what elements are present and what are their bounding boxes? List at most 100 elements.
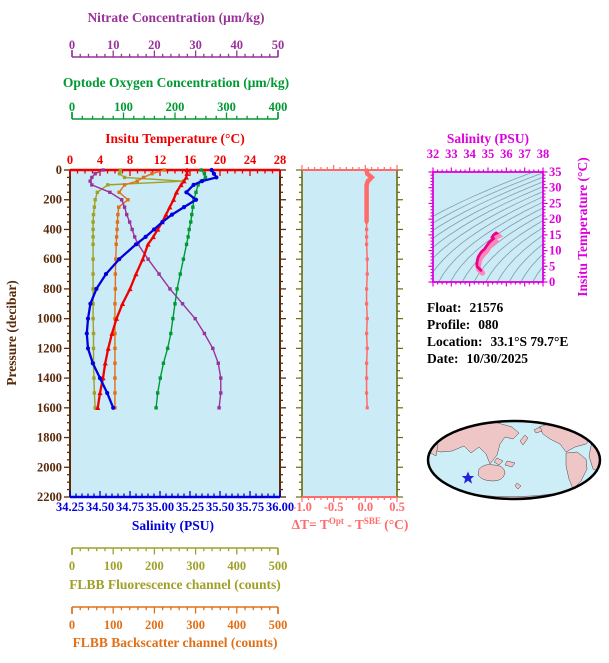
tick-label: 1400 (37, 371, 62, 385)
salinity-axis-title: Salinity (PSU) (132, 518, 214, 533)
tick-label: 0 (69, 100, 75, 114)
tick-label: 0 (67, 153, 73, 167)
tick-label: 40 (231, 38, 244, 52)
tick-label: 0 (69, 618, 75, 632)
tick-label: 5 (549, 259, 555, 273)
tick-label: 20 (214, 153, 227, 167)
tick-label: 400 (227, 618, 246, 632)
tick-label: 200 (166, 100, 185, 114)
tick-label: 16 (184, 153, 197, 167)
tick-label: 100 (114, 100, 133, 114)
isopycnal-contour (433, 172, 543, 224)
tick-label: 100 (104, 618, 123, 632)
tick-label: 0 (56, 163, 62, 177)
info-date: Date: 10/30/2025 (427, 351, 528, 366)
info-profile: Profile: 080 (427, 317, 499, 332)
isopycnal-contour (461, 213, 543, 282)
tick-label: 0.5 (389, 500, 405, 514)
tick-label: 500 (269, 559, 288, 573)
tick-label: 200 (145, 618, 164, 632)
tick-label: 38 (537, 147, 550, 161)
tick-label: 28 (274, 153, 287, 167)
tick-label: 0 (69, 559, 75, 573)
isopycnal-contour (433, 172, 534, 217)
tick-label: 34.50 (86, 500, 114, 514)
fluorescence-axis-title: FLBB Fluorescence channel (counts) (69, 577, 281, 592)
tick-label: 15 (549, 228, 562, 242)
world-map (426, 419, 602, 501)
tick-label: 36.00 (266, 500, 294, 514)
tick-label: -0.5 (324, 500, 344, 514)
tick-label: 400 (43, 222, 62, 236)
tick-label: 200 (145, 559, 164, 573)
float-info-panel: Float: 21576 Profile: 080 Location: 33.1°S … (427, 300, 568, 366)
tick-label: 50 (272, 38, 285, 52)
tick-label: 35 (482, 147, 495, 161)
tick-label: 400 (269, 100, 288, 114)
tick-label: 300 (186, 559, 205, 573)
tick-label: 0 (69, 38, 75, 52)
tick-label: -1.0 (292, 500, 312, 514)
info-float: Float: 21576 (427, 300, 504, 315)
tick-label: 800 (43, 282, 62, 296)
isopycnal-contour (438, 201, 543, 282)
tick-label: 36 (500, 147, 513, 161)
oxygen-axis-title: Optode Oxygen Concentration (μm/kg) (63, 75, 289, 90)
tick-label: 12 (154, 153, 167, 167)
tick-label: 300 (186, 618, 205, 632)
tick-label: 24 (244, 153, 257, 167)
delta-t-plot: -1.0 -0.5 0.0 0.5 (292, 165, 405, 514)
tick-label: 0 (549, 275, 555, 289)
isopycnal-contour (450, 207, 543, 282)
tick-label: 10 (549, 244, 562, 258)
isopycnal-contour (433, 191, 543, 259)
ts-salinity-title: Salinity (PSU) (447, 131, 529, 146)
isopycnal-contour (433, 176, 543, 231)
tick-label: 4 (97, 153, 104, 167)
tick-label: 33 (445, 147, 458, 161)
isopycnal-contour (433, 181, 543, 239)
temperature-axis-title: Insitu Temperature (°C) (105, 131, 244, 146)
tick-label: 34 (463, 147, 476, 161)
isopycnal-contour (497, 234, 543, 282)
tick-label: 1200 (37, 341, 62, 355)
tick-label: 8 (127, 153, 133, 167)
isopycnal-contour (485, 227, 543, 282)
tick-label: 37 (518, 147, 531, 161)
tick-label: 600 (43, 252, 62, 266)
tick-label: 1000 (37, 312, 62, 326)
tick-label: 30 (549, 181, 562, 195)
tick-label: 1600 (37, 401, 62, 415)
nitrate-axis-title: Nitrate Concentration (μm/kg) (87, 10, 264, 25)
delta-t-axis-title: ΔT= TOpt - TSBE (°C) (292, 516, 409, 532)
tick-label: 300 (217, 100, 236, 114)
tick-label: 35.75 (236, 500, 264, 514)
float-location-star (461, 471, 475, 484)
tick-label: 20 (148, 38, 161, 52)
tick-label: 2000 (37, 460, 62, 474)
tick-label: 2200 (37, 490, 62, 504)
tick-label: 35.00 (146, 500, 174, 514)
isopycnal-contour (508, 243, 543, 282)
tick-label: 400 (227, 559, 246, 573)
profile-line (92, 169, 184, 408)
tick-label: 10 (107, 38, 120, 52)
isopycnal-contour (520, 253, 543, 282)
tick-label: 100 (104, 559, 123, 573)
tick-label: 500 (269, 618, 288, 632)
main-profile-plot: 0200400600800100012001400160018002000220… (37, 153, 294, 514)
pressure-axis-title: Pressure (decibar) (4, 280, 19, 386)
info-location: Location: 33.1°S 79.7°E (427, 334, 568, 349)
tick-label: 0.0 (358, 500, 374, 514)
tick-label: 35.50 (206, 500, 234, 514)
tick-label: 35 (549, 165, 562, 179)
tick-label: 34.75 (116, 500, 144, 514)
tick-label: 32 (427, 147, 440, 161)
isopycnal-contour (532, 265, 543, 282)
isopycnal-contour (433, 196, 543, 273)
tick-label: 30 (189, 38, 202, 52)
isopycnal-contour (433, 186, 543, 248)
